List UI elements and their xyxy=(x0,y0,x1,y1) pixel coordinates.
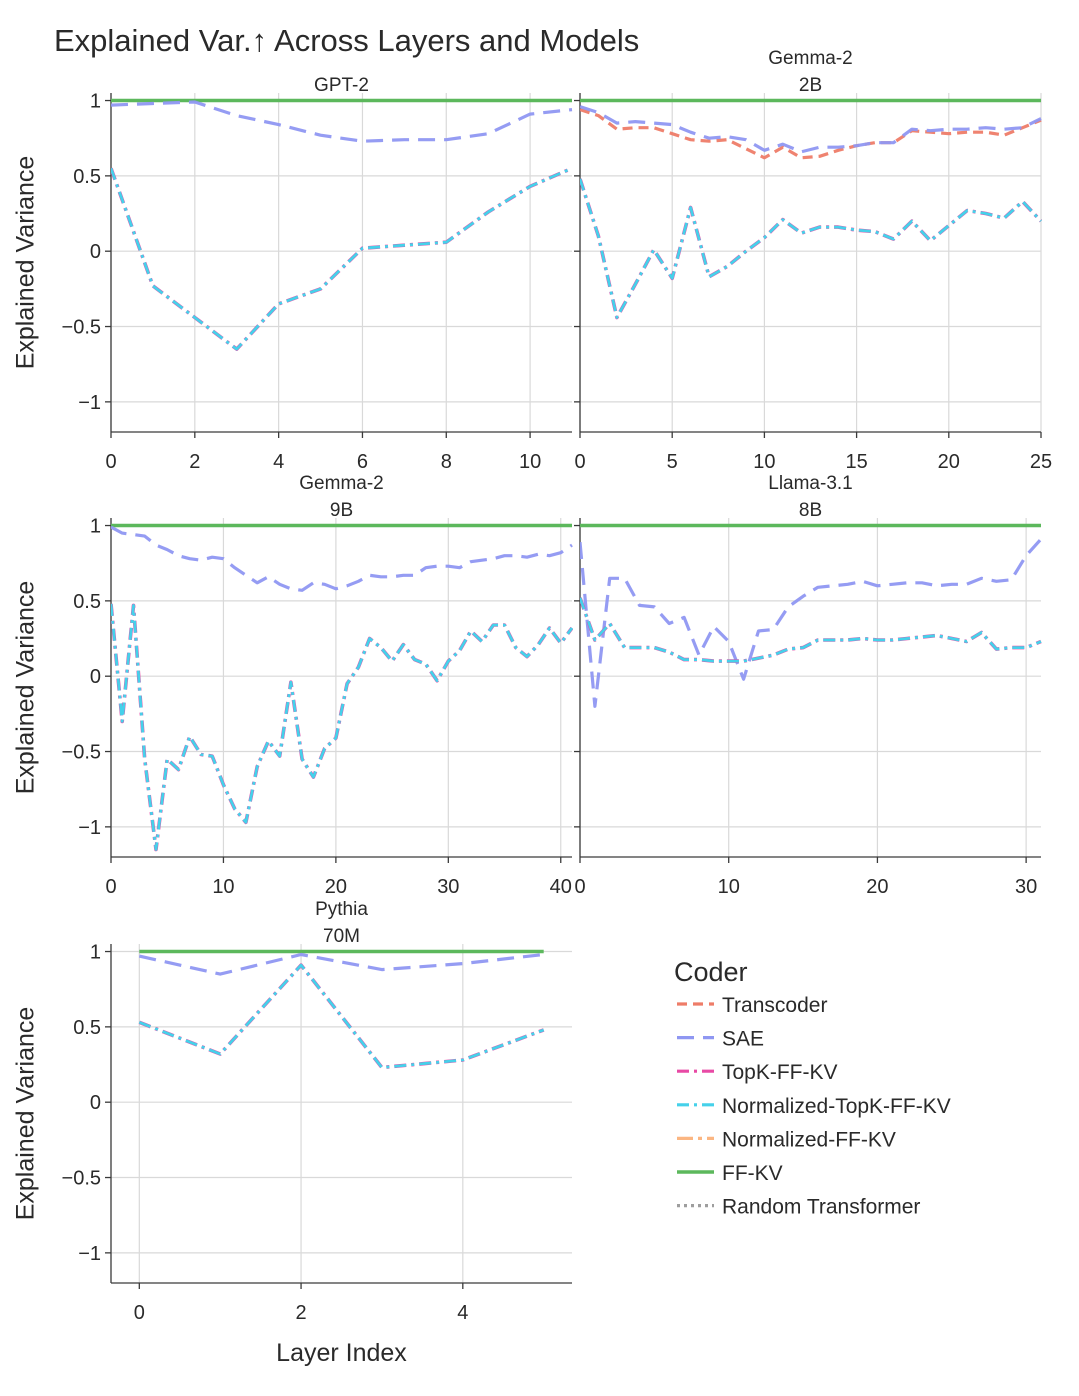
y-tick-label: 0.5 xyxy=(73,166,101,188)
x-tick-label: 10 xyxy=(753,451,775,473)
subplot-title: Llama-3.1 xyxy=(768,473,853,494)
x-tick-label: 20 xyxy=(325,876,347,898)
legend-item: TopK-FF-KV xyxy=(677,1061,838,1084)
y-axis-label: Explained Variance xyxy=(12,1007,40,1221)
y-axis-label: Explained Variance xyxy=(12,581,40,795)
x-tick-label: 4 xyxy=(457,1302,468,1324)
y-tick-label: −1 xyxy=(78,392,101,414)
series-line-sae xyxy=(138,952,544,976)
x-tick-label: 0 xyxy=(105,451,116,473)
legend-label: FF-KV xyxy=(722,1162,783,1185)
x-tick-label: 8 xyxy=(441,451,452,473)
y-tick-label: 1 xyxy=(90,942,101,964)
x-tick-label: 0 xyxy=(105,876,116,898)
legend-label: Random Transformer xyxy=(722,1196,920,1219)
legend-item: SAE xyxy=(677,1028,764,1051)
y-tick-label: −1 xyxy=(78,817,101,839)
panel-4: 0 10 20 30 Llama-3.1 8B xyxy=(574,473,1042,898)
x-tick-label: 30 xyxy=(1015,876,1037,898)
x-tick-label: 20 xyxy=(866,876,888,898)
x-tick-label: 0 xyxy=(574,876,585,898)
y-tick-label: −0.5 xyxy=(62,317,101,339)
legend: Coder Transcoder SAE TopK-FF-KV Normalized-T… xyxy=(674,957,951,1219)
legend-label: SAE xyxy=(722,1028,764,1051)
series-group xyxy=(111,98,573,351)
series-line-normalized-topk-ff-kv xyxy=(138,963,545,1069)
x-tick-label: 25 xyxy=(1030,451,1052,473)
x-tick-label: 20 xyxy=(938,451,960,473)
series-line-normalized-topk-ff-kv xyxy=(111,167,573,351)
series-line-topk-ff-kv xyxy=(111,166,573,351)
y-tick-label: 0.5 xyxy=(73,1017,101,1039)
legend-item: Transcoder xyxy=(677,994,827,1017)
subplot-title: GPT-2 xyxy=(314,75,369,96)
x-tick-label: 10 xyxy=(718,876,740,898)
legend-label: TopK-FF-KV xyxy=(722,1061,838,1084)
x-tick-label: 5 xyxy=(667,451,678,473)
x-tick-label: 10 xyxy=(212,876,234,898)
subplot-title: Gemma-2 xyxy=(299,473,383,494)
y-tick-label: 0 xyxy=(90,241,101,263)
series-group xyxy=(111,523,573,852)
legend-item: FF-KV xyxy=(677,1162,783,1185)
legend-label: Transcoder xyxy=(722,994,827,1017)
y-tick-label: −0.5 xyxy=(62,742,101,764)
series-group xyxy=(580,98,1042,320)
y-tick-label: 0.5 xyxy=(73,591,101,613)
panel-3: 0 10 20 30 40 1 0.5 0 −0.5 −1 Gemma-2 9B Explained V… xyxy=(12,473,573,898)
series-line-normalized-topk-ff-kv xyxy=(580,178,1042,319)
legend-label: Normalized-TopK-FF-KV xyxy=(722,1095,951,1118)
panel-2: 0 5 10 15 20 25 Gemma-2 2B xyxy=(574,48,1052,473)
x-tick-label: 0 xyxy=(574,451,585,473)
y-tick-label: 1 xyxy=(90,91,101,113)
legend-item: Normalized-FF-KV xyxy=(677,1128,896,1151)
x-tick-label: 6 xyxy=(357,451,368,473)
series-group xyxy=(580,523,1042,708)
series-line-sae xyxy=(111,100,573,143)
series-line-sae xyxy=(111,525,573,592)
subplot-title: 70M xyxy=(323,926,360,947)
series-line-normalized-topk-ff-kv xyxy=(111,603,573,851)
series-group xyxy=(138,949,545,1070)
series-line-topk-ff-kv xyxy=(138,963,545,1070)
panel-5: 0 2 4 1 0.5 0 −0.5 −1 Pythia 70M Explained Varianc… xyxy=(12,899,572,1367)
legend-item: Random Transformer xyxy=(677,1196,920,1219)
series-line-sae xyxy=(580,538,1042,708)
series-line-topk-ff-kv xyxy=(111,603,573,852)
y-tick-label: 0 xyxy=(90,666,101,688)
x-tick-label: 30 xyxy=(437,876,459,898)
y-tick-label: −0.5 xyxy=(62,1168,101,1190)
series-line-topk-ff-kv xyxy=(580,178,1042,320)
x-tick-label: 40 xyxy=(550,876,572,898)
x-tick-label: 15 xyxy=(845,451,867,473)
x-tick-label: 4 xyxy=(273,451,284,473)
subplot-title: 9B xyxy=(330,500,353,521)
panel-1: 0 2 4 6 8 10 1 0.5 0 −0.5 −1 GPT-2 Explained Varianc… xyxy=(12,75,573,473)
subplot-title: 8B xyxy=(799,500,822,521)
x-tick-label: 10 xyxy=(519,451,541,473)
subplot-title: Pythia xyxy=(315,899,368,920)
legend-label: Normalized-FF-KV xyxy=(722,1128,896,1151)
figure-title: Explained Var.↑ Across Layers and Models xyxy=(54,23,639,58)
x-tick-label: 2 xyxy=(189,451,200,473)
subplot-title: 2B xyxy=(799,75,822,96)
x-tick-label: 0 xyxy=(134,1302,145,1324)
y-tick-label: 1 xyxy=(90,516,101,538)
y-tick-label: −1 xyxy=(78,1243,101,1265)
series-line-transcoder xyxy=(580,108,1042,160)
legend-item: Normalized-TopK-FF-KV xyxy=(677,1095,951,1118)
x-axis-label: Layer Index xyxy=(276,1339,407,1367)
subplot-title: Gemma-2 xyxy=(768,48,852,69)
x-tick-label: 2 xyxy=(295,1302,306,1324)
series-line-normalized-topk-ff-kv xyxy=(580,597,1042,663)
y-axis-label: Explained Variance xyxy=(12,156,40,370)
series-line-sae xyxy=(580,105,1042,154)
y-tick-label: 0 xyxy=(90,1092,101,1114)
legend-title: Coder xyxy=(674,957,748,987)
